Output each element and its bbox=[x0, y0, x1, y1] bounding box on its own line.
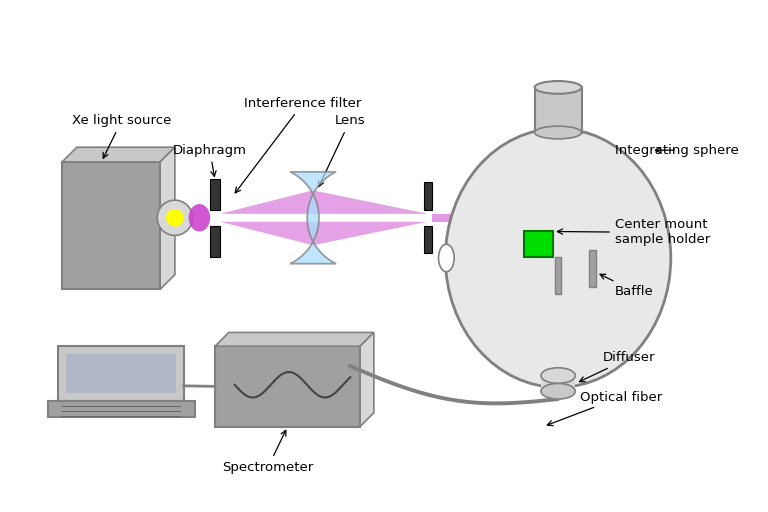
Text: Xe light source: Xe light source bbox=[72, 114, 171, 158]
Polygon shape bbox=[360, 332, 374, 426]
Bar bbox=[524, 231, 553, 257]
Bar bbox=[210, 226, 220, 257]
Ellipse shape bbox=[541, 368, 575, 383]
Text: Baffle: Baffle bbox=[600, 274, 654, 298]
Bar bbox=[215, 346, 360, 426]
Ellipse shape bbox=[189, 204, 210, 231]
Text: Diaphragm: Diaphragm bbox=[173, 144, 247, 177]
Text: Integrating sphere: Integrating sphere bbox=[615, 144, 739, 157]
Ellipse shape bbox=[439, 244, 454, 272]
Bar bbox=[424, 182, 432, 210]
Text: Lens: Lens bbox=[319, 114, 366, 186]
Text: Optical fiber: Optical fiber bbox=[548, 391, 662, 425]
Polygon shape bbox=[432, 214, 482, 222]
Polygon shape bbox=[161, 147, 175, 289]
Bar bbox=[541, 376, 574, 391]
Bar bbox=[66, 354, 176, 393]
Bar bbox=[424, 226, 432, 253]
Bar bbox=[535, 88, 581, 133]
Bar bbox=[62, 162, 161, 289]
Text: Spectrometer: Spectrometer bbox=[223, 430, 313, 474]
Ellipse shape bbox=[535, 81, 581, 94]
Circle shape bbox=[166, 209, 184, 227]
Text: Interference filter: Interference filter bbox=[235, 97, 362, 193]
Bar bbox=[555, 257, 561, 294]
Polygon shape bbox=[220, 190, 428, 214]
Ellipse shape bbox=[445, 129, 670, 388]
Polygon shape bbox=[220, 222, 428, 245]
Bar bbox=[58, 346, 184, 401]
Text: Center mount
sample holder: Center mount sample holder bbox=[558, 219, 710, 246]
Ellipse shape bbox=[535, 126, 581, 139]
Polygon shape bbox=[215, 332, 374, 346]
Circle shape bbox=[157, 200, 193, 236]
Polygon shape bbox=[290, 172, 336, 264]
Bar bbox=[590, 250, 596, 287]
Ellipse shape bbox=[541, 383, 575, 399]
Bar bbox=[48, 401, 195, 417]
Text: Diffuser: Diffuser bbox=[580, 351, 656, 382]
Polygon shape bbox=[62, 147, 175, 162]
Bar bbox=[210, 179, 220, 210]
